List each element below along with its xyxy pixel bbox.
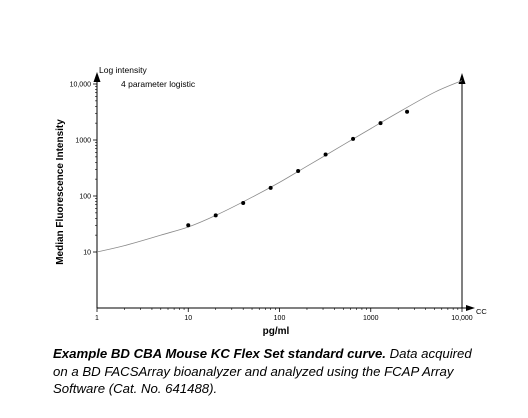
- data-point: [213, 213, 218, 218]
- y-axis-ticks: 10 100 1000 10,000: [70, 82, 97, 257]
- y-axis-top-label: Log intensity: [99, 65, 147, 75]
- data-point: [241, 200, 246, 205]
- x-axis-label: pg/ml: [263, 326, 290, 337]
- x-axis-ticks: 1 10 100 1000 10,000: [95, 308, 473, 322]
- x-tick-label: 10: [184, 315, 192, 322]
- y-axis-arrow: [93, 72, 101, 82]
- x-tick-label: 1000: [363, 315, 379, 322]
- data-point: [378, 121, 383, 126]
- right-axis-arrow: [458, 73, 466, 84]
- data-point: [186, 223, 191, 228]
- y-tick-label: 10: [83, 250, 91, 257]
- data-point: [323, 152, 328, 157]
- figure-caption: Example BD CBA Mouse KC Flex Set standar…: [53, 345, 473, 398]
- data-point: [351, 136, 356, 141]
- y-axis-label: Median Fluorescence Intensity: [55, 119, 66, 265]
- x-axis-end-label: CC: [476, 307, 487, 316]
- caption-text: Data acquired on a BD FACSArray bioanaly…: [53, 346, 472, 396]
- fit-curve: [96, 80, 463, 253]
- y-tick-label: 100: [79, 194, 91, 201]
- y-tick-label: 10,000: [70, 82, 92, 89]
- data-points: [186, 109, 410, 228]
- data-point: [296, 168, 301, 173]
- x-tick-label: 100: [274, 315, 286, 322]
- data-point: [405, 109, 410, 114]
- chart-axes: [93, 72, 475, 311]
- y-tick-label: 1000: [75, 138, 91, 145]
- x-axis-arrow: [466, 305, 475, 311]
- caption-title: Example BD CBA Mouse KC Flex Set standar…: [53, 346, 386, 361]
- x-tick-label: 1: [95, 315, 99, 322]
- standard-curve-chart: 1 10 100 1000 10,000 10 100 1000 10,000 Log int…: [55, 65, 487, 337]
- x-tick-label: 10,000: [451, 315, 473, 322]
- legend-text: 4 parameter logistic: [121, 79, 196, 89]
- data-point: [268, 185, 273, 190]
